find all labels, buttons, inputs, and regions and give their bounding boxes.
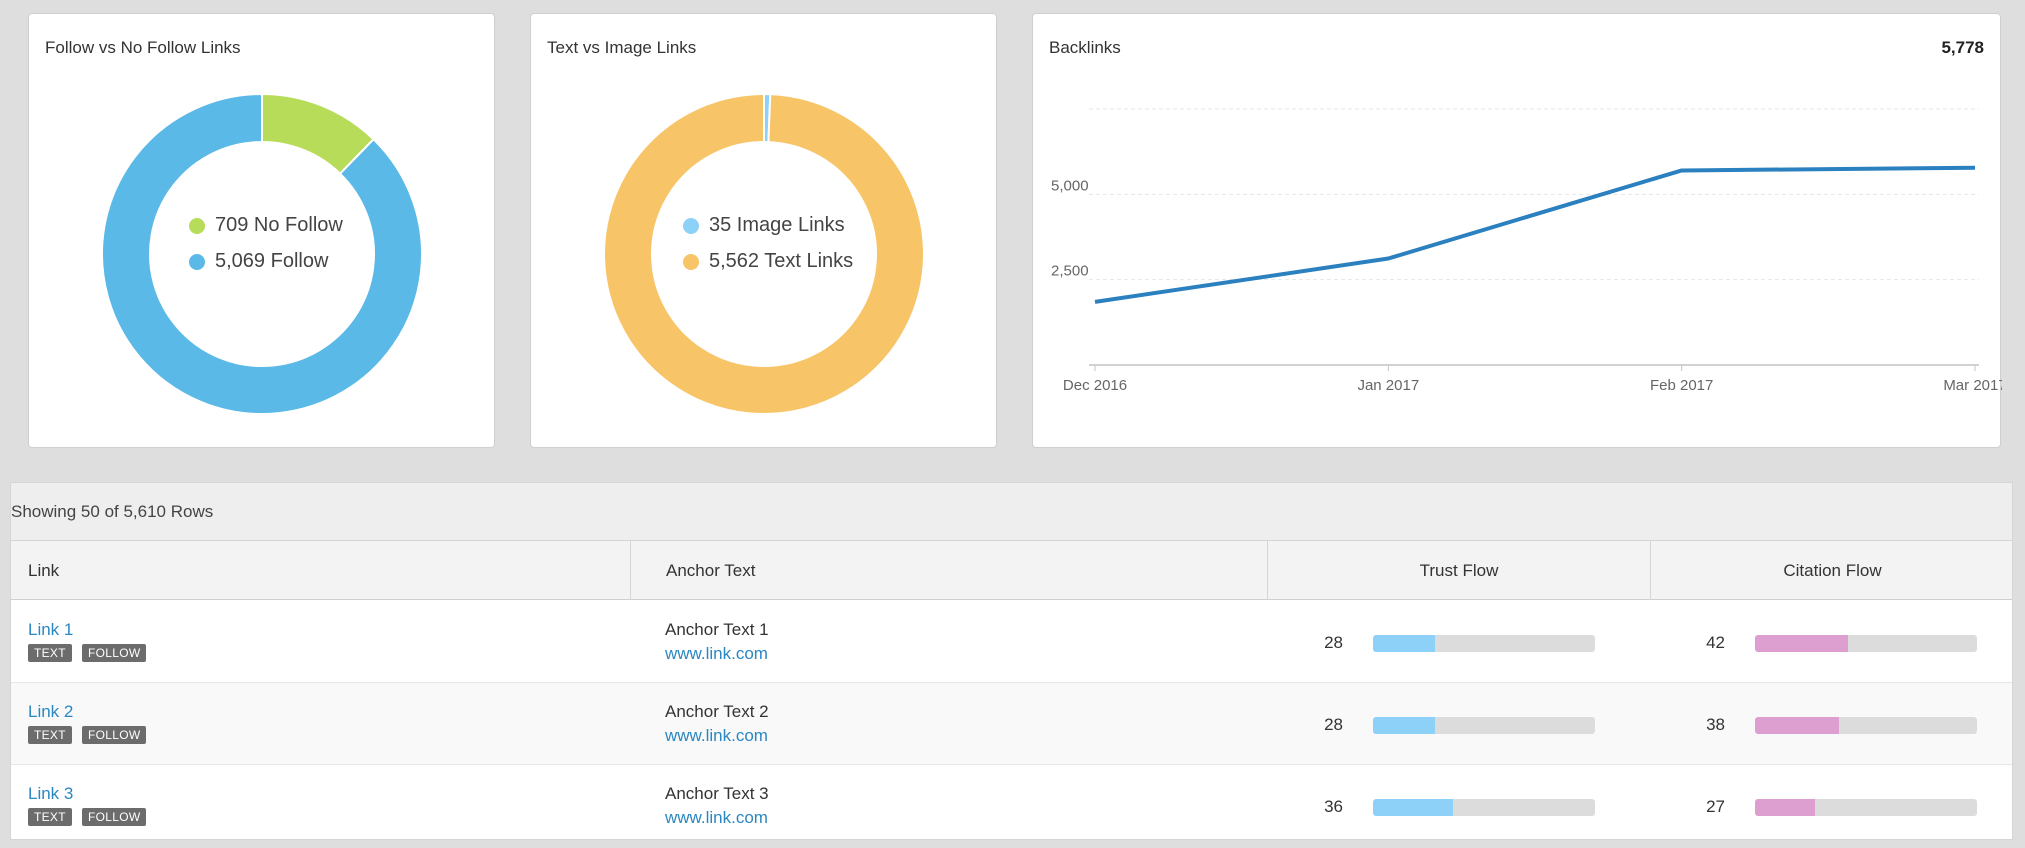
- anchor-text: Anchor Text 2: [665, 702, 769, 721]
- anchor-text: Anchor Text 3: [665, 784, 769, 803]
- y-tick-label: 2,500: [1051, 263, 1089, 280]
- anchor-url-link[interactable]: www.link.com: [665, 644, 768, 663]
- citation-flow-value: 27: [1706, 797, 1725, 816]
- legend-label: 709 No Follow: [215, 214, 343, 236]
- tag-badge: TEXT: [28, 726, 72, 744]
- trust-flow-bar: [1373, 799, 1595, 816]
- link-title[interactable]: Link 2: [28, 702, 74, 721]
- trust-flow-bar: [1373, 717, 1595, 734]
- column-header-link[interactable]: Link: [11, 541, 631, 600]
- follow-links-card: Follow vs No Follow Links 709 No Follow …: [28, 13, 495, 448]
- donut-slice-follow[interactable]: [101, 92, 423, 415]
- link-title[interactable]: Link 1: [28, 620, 74, 639]
- links-table: Showing 50 of 5,610 Rows Link Anchor Tex…: [10, 482, 2013, 840]
- tag-badge: FOLLOW: [82, 808, 147, 826]
- backlinks-card: Backlinks 5,778 2,500 5,000 Dec 2016 Jan 20…: [1032, 13, 2002, 448]
- backlinks-line-chart: 2,500 5,000 Dec 2016 Jan 2017 Feb 2017 Mar 20…: [1051, 108, 2002, 394]
- table-row: Link 2 TEXT FOLLOW Anchor Text 2 www.lin…: [11, 683, 2012, 765]
- citation-flow-bar: [1755, 799, 1977, 816]
- anchor-url-link[interactable]: www.link.com: [665, 726, 768, 745]
- trust-flow-value: 36: [1324, 797, 1343, 816]
- table-row: Link 1 TEXT FOLLOW Anchor Text 1 www.lin…: [11, 601, 2012, 683]
- legend-item-follow[interactable]: 5,069 Follow: [189, 250, 328, 273]
- table-header: Link Anchor Text Trust Flow Citation Flo…: [11, 541, 2012, 600]
- row-count-summary: Showing 50 of 5,610 Rows: [11, 501, 214, 521]
- card-title: Backlinks: [1049, 38, 1121, 57]
- x-tick-label: Feb 2017: [1650, 377, 1713, 394]
- tag-badge: TEXT: [28, 644, 72, 662]
- legend-dot: [189, 253, 205, 270]
- tag-badge: FOLLOW: [82, 644, 147, 662]
- citation-flow-bar: [1755, 717, 1977, 734]
- column-header-trust-flow[interactable]: Trust Flow: [1268, 541, 1651, 600]
- backlinks-total: 5,778: [1941, 38, 1984, 57]
- trust-flow-value: 28: [1324, 715, 1343, 734]
- x-tick-label: Mar 2017: [1943, 377, 2002, 394]
- legend-dot: [189, 217, 205, 234]
- tag-badge: FOLLOW: [82, 726, 147, 744]
- x-tick-label: Dec 2016: [1063, 377, 1127, 394]
- citation-flow-value: 42: [1706, 633, 1725, 652]
- trust-flow-bar: [1373, 635, 1595, 652]
- table-toolbar: Showing 50 of 5,610 Rows: [11, 483, 2012, 541]
- y-tick-label: 5,000: [1051, 177, 1089, 194]
- card-title: Text vs Image Links: [547, 38, 697, 57]
- citation-flow-bar: [1755, 635, 1977, 652]
- table-row: Link 3 TEXT FOLLOW Anchor Text 3 www.lin…: [11, 765, 2012, 839]
- card-title: Follow vs No Follow Links: [45, 38, 241, 57]
- donut-slice-text-links[interactable]: [603, 92, 925, 415]
- legend-label: 5,562 Text Links: [709, 250, 854, 272]
- text-image-donut-chart: [603, 92, 925, 415]
- text-image-links-card: Text vs Image Links 35 Image Links 5,562…: [530, 13, 997, 448]
- legend-item-image-links[interactable]: 35 Image Links: [683, 214, 845, 237]
- citation-flow-value: 38: [1706, 715, 1725, 734]
- follow-donut-chart: [101, 92, 423, 415]
- column-header-citation-flow[interactable]: Citation Flow: [1783, 560, 1882, 580]
- column-header-anchor-text[interactable]: Anchor Text: [631, 541, 1268, 600]
- tag-badge: TEXT: [28, 808, 72, 826]
- legend-label: 35 Image Links: [709, 214, 845, 236]
- legend-dot: [683, 253, 699, 270]
- anchor-text: Anchor Text 1: [665, 620, 769, 639]
- link-title[interactable]: Link 3: [28, 784, 74, 803]
- trust-flow-value: 28: [1324, 633, 1343, 652]
- legend-item-text-links[interactable]: 5,562 Text Links: [683, 250, 853, 273]
- legend-item-no-follow[interactable]: 709 No Follow: [189, 214, 343, 237]
- legend-dot: [683, 217, 699, 234]
- x-tick-label: Jan 2017: [1357, 377, 1419, 394]
- legend-label: 5,069 Follow: [215, 250, 329, 272]
- anchor-url-link[interactable]: www.link.com: [665, 808, 768, 827]
- backlinks-series-line[interactable]: [1094, 165, 1976, 304]
